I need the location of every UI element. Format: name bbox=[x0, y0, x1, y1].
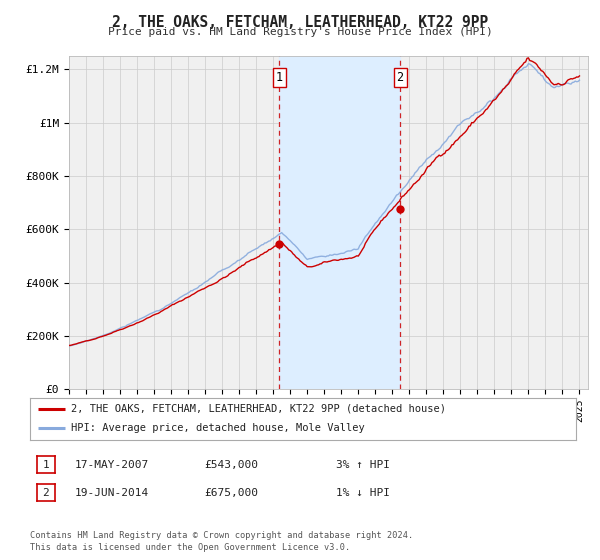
Text: 19-JUN-2014: 19-JUN-2014 bbox=[75, 488, 149, 498]
Text: 2, THE OAKS, FETCHAM, LEATHERHEAD, KT22 9PP: 2, THE OAKS, FETCHAM, LEATHERHEAD, KT22 … bbox=[112, 15, 488, 30]
Text: HPI: Average price, detached house, Mole Valley: HPI: Average price, detached house, Mole… bbox=[71, 423, 365, 433]
Text: 3% ↑ HPI: 3% ↑ HPI bbox=[336, 460, 390, 470]
Text: 1: 1 bbox=[276, 71, 283, 84]
Text: Contains HM Land Registry data © Crown copyright and database right 2024.: Contains HM Land Registry data © Crown c… bbox=[30, 531, 413, 540]
Text: Price paid vs. HM Land Registry's House Price Index (HPI): Price paid vs. HM Land Registry's House … bbox=[107, 27, 493, 37]
Bar bbox=[280, 56, 400, 389]
Text: 2, THE OAKS, FETCHAM, LEATHERHEAD, KT22 9PP (detached house): 2, THE OAKS, FETCHAM, LEATHERHEAD, KT22 … bbox=[71, 404, 446, 414]
Text: This data is licensed under the Open Government Licence v3.0.: This data is licensed under the Open Gov… bbox=[30, 543, 350, 552]
Text: £543,000: £543,000 bbox=[204, 460, 258, 470]
Text: 17-MAY-2007: 17-MAY-2007 bbox=[75, 460, 149, 470]
Text: 2: 2 bbox=[397, 71, 404, 84]
Text: 1: 1 bbox=[42, 460, 49, 470]
Text: 1% ↓ HPI: 1% ↓ HPI bbox=[336, 488, 390, 498]
Text: £675,000: £675,000 bbox=[204, 488, 258, 498]
Text: 2: 2 bbox=[42, 488, 49, 498]
